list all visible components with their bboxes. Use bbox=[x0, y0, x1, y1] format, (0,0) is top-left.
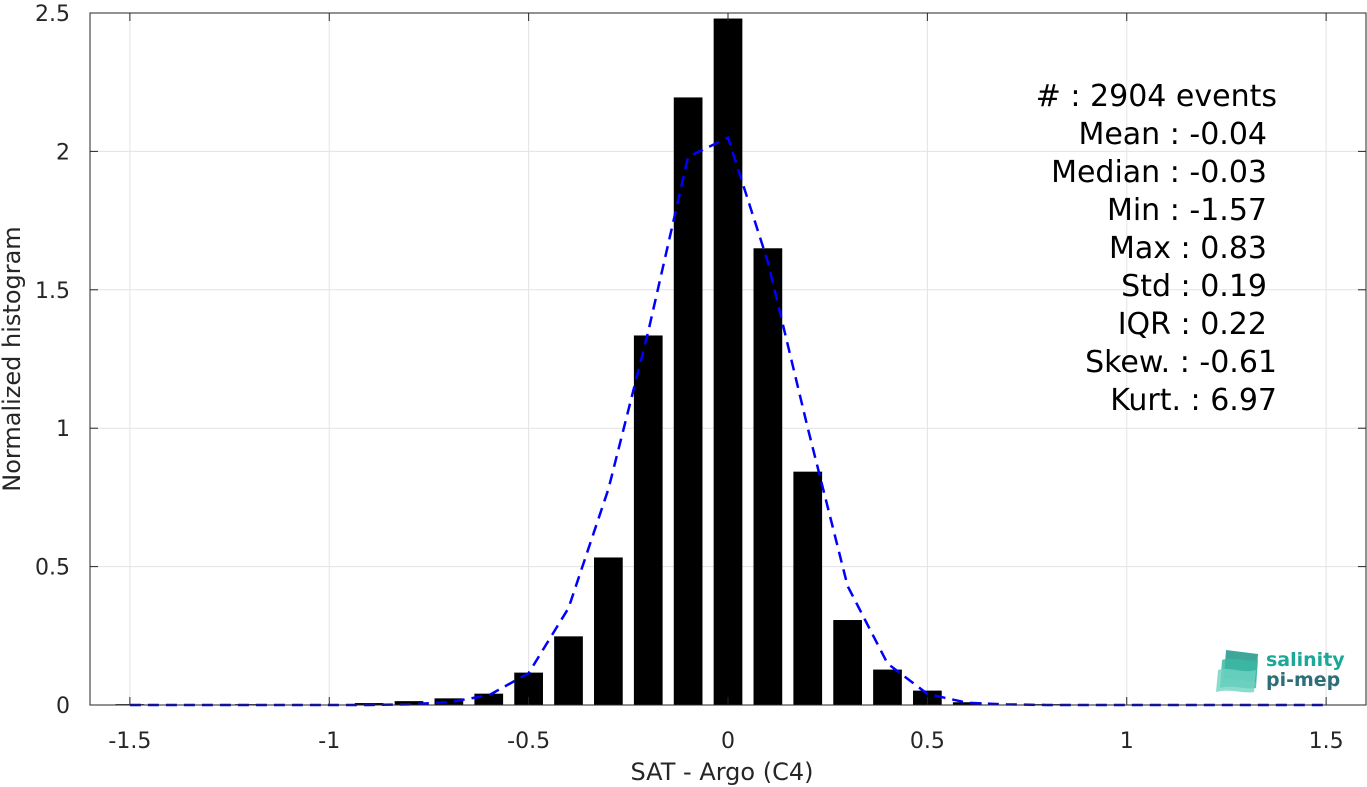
y-tick-label: 2 bbox=[56, 140, 70, 165]
histogram-bar bbox=[633, 335, 663, 705]
histogram-bar bbox=[793, 471, 823, 705]
y-tick-label: 1.5 bbox=[35, 279, 70, 304]
logo-waves-icon bbox=[1216, 650, 1258, 693]
axis-ticks: -1.5 -1 -0.5 0 0.5 1 1.5 0 0.5 1 1.5 2 2.5 bbox=[35, 2, 1366, 754]
x-tick-label: -1 bbox=[318, 729, 340, 754]
histogram-bar bbox=[833, 620, 862, 705]
stat-count: # : 2904 events bbox=[1036, 79, 1277, 114]
y-tick-label: 2.5 bbox=[35, 2, 70, 27]
histogram-bar bbox=[673, 97, 703, 705]
stat-mean: Mean : -0.04 bbox=[1078, 117, 1267, 152]
x-tick-label: 1.5 bbox=[1309, 729, 1344, 754]
histogram-bar bbox=[394, 701, 424, 705]
stat-max: Max : 0.83 bbox=[1109, 231, 1267, 266]
logo-line1: salinity bbox=[1266, 649, 1345, 671]
y-tick-label: 0.5 bbox=[35, 556, 70, 581]
logo-line2: pi-mep bbox=[1266, 669, 1340, 691]
stat-median: Median : -0.03 bbox=[1051, 155, 1267, 190]
histogram-bar bbox=[474, 693, 504, 705]
x-tick-label: 0 bbox=[721, 729, 735, 754]
x-axis-label: SAT - Argo (C4) bbox=[631, 758, 814, 786]
stat-min: Min : -1.57 bbox=[1107, 193, 1267, 228]
histogram-bar bbox=[434, 698, 464, 705]
y-tick-label: 0 bbox=[56, 694, 70, 719]
histogram-bar bbox=[713, 18, 743, 705]
stats-box: # : 2904 events Mean : -0.04 Median : -0… bbox=[1036, 79, 1277, 418]
stat-skew: Skew. : -0.61 bbox=[1085, 345, 1277, 380]
histogram-bar bbox=[873, 669, 902, 705]
stat-iqr: IQR : 0.22 bbox=[1118, 307, 1267, 342]
histogram-bar bbox=[594, 557, 623, 705]
histogram-bar bbox=[554, 636, 583, 705]
stat-kurt: Kurt. : 6.97 bbox=[1110, 383, 1277, 418]
x-tick-label: 0.5 bbox=[910, 729, 945, 754]
x-tick-label: -1.5 bbox=[108, 729, 151, 754]
x-tick-label: 1 bbox=[1120, 729, 1134, 754]
y-axis-label: Normalized histogram bbox=[0, 226, 26, 491]
histogram-bar bbox=[952, 702, 982, 705]
y-tick-label: 1 bbox=[56, 417, 70, 442]
salinity-pi-mep-logo: salinity pi-mep bbox=[1216, 649, 1345, 693]
stat-std: Std : 0.19 bbox=[1121, 269, 1267, 304]
x-tick-label: -0.5 bbox=[507, 729, 550, 754]
histogram-bar bbox=[753, 248, 783, 705]
